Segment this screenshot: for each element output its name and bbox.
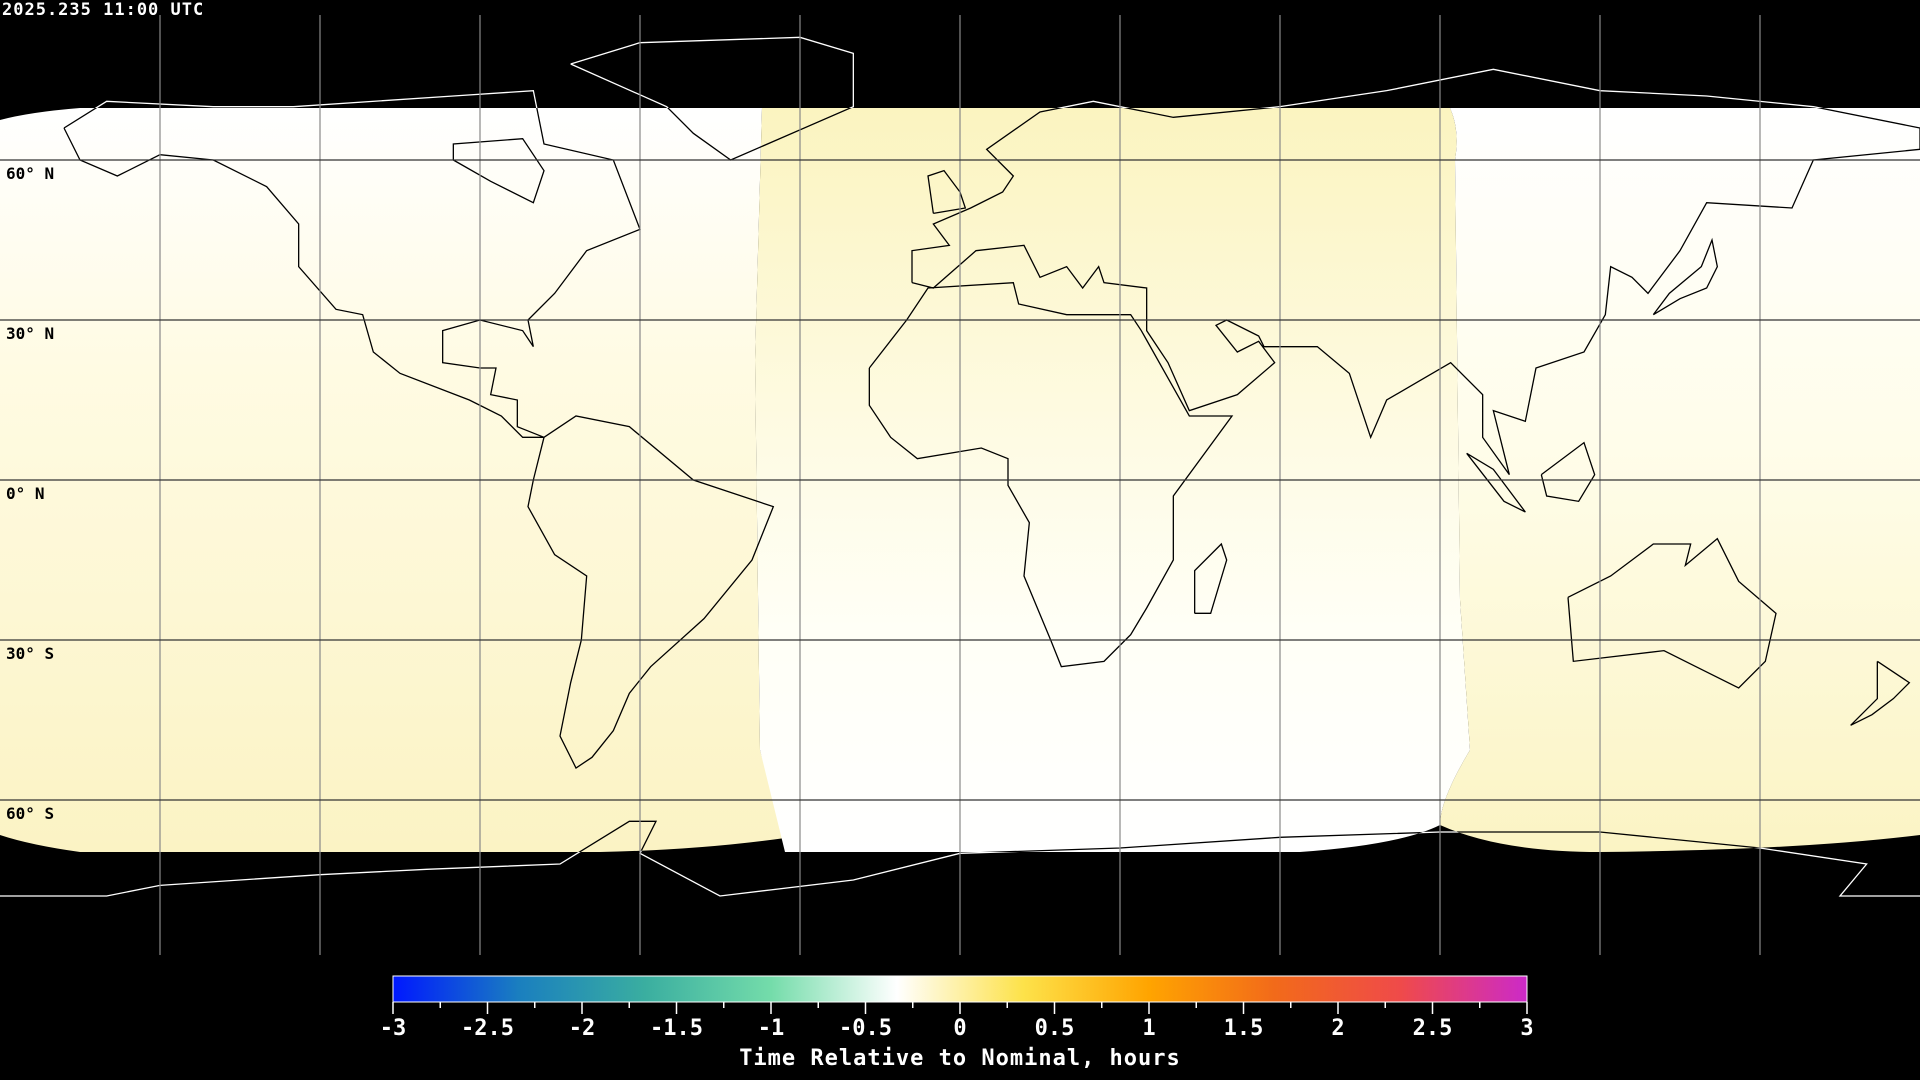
coastline-antarctica (0, 820, 1920, 897)
colorbar: -3 -2.5 -2 -1.5 -1 -0.5 0 0.5 1 1.5 2 2.5 3 (380, 975, 1534, 1041)
colorbar-tick-label: -2.5 (461, 1016, 514, 1041)
colorbar-tick-label: -3 (380, 1016, 407, 1041)
colorbar-tick-label: 2 (1331, 1016, 1344, 1041)
colorbar-tick-label: -1.5 (650, 1016, 703, 1041)
coastline-south-america (527, 415, 775, 769)
colorbar-tick-label: -0.5 (839, 1016, 892, 1041)
coastlines-polar (0, 36, 1920, 897)
lat-label-30n: 30° N (6, 324, 55, 343)
coastline-japan (1652, 237, 1719, 316)
coastline-madagascar (1194, 542, 1228, 614)
colorbar-tick-label: 1.5 (1224, 1016, 1264, 1041)
colorbar-tick-label: 1 (1142, 1016, 1155, 1041)
coastline-sumatra (1466, 452, 1526, 513)
lat-label-60s: 60° S (6, 804, 55, 823)
lat-label-60n: 60° N (6, 164, 55, 183)
colorbar-gradient (392, 975, 1528, 1003)
timestamp: 2025.235 11:00 UTC (2, 0, 205, 20)
colorbar-tick-label: 2.5 (1413, 1016, 1453, 1041)
colorbar-tick-label: -2 (569, 1016, 596, 1041)
colorbar-tick-label: 3 (1520, 1016, 1533, 1041)
coastline-borneo (1540, 441, 1596, 503)
colorbar-title: Time Relative to Nominal, hours (739, 1046, 1181, 1071)
graticule (0, 15, 1920, 955)
coastline-australia (1567, 537, 1777, 689)
coastline-greenland (570, 36, 854, 161)
lat-label-30s: 30° S (6, 644, 55, 663)
colorbar-tick-label: 0.5 (1035, 1016, 1075, 1041)
coastline-africa (868, 281, 1234, 668)
colorbar-tick-label: -1 (758, 1016, 785, 1041)
coastline-eurasia (911, 68, 1920, 476)
coastline-north-america (63, 89, 641, 438)
colorbar-tick-label: 0 (953, 1016, 966, 1041)
coastline-hudson-bay (452, 137, 545, 204)
world-map (0, 15, 1920, 955)
lat-label-0n: 0° N (6, 484, 45, 503)
coastline-new-zealand (1850, 660, 1911, 726)
